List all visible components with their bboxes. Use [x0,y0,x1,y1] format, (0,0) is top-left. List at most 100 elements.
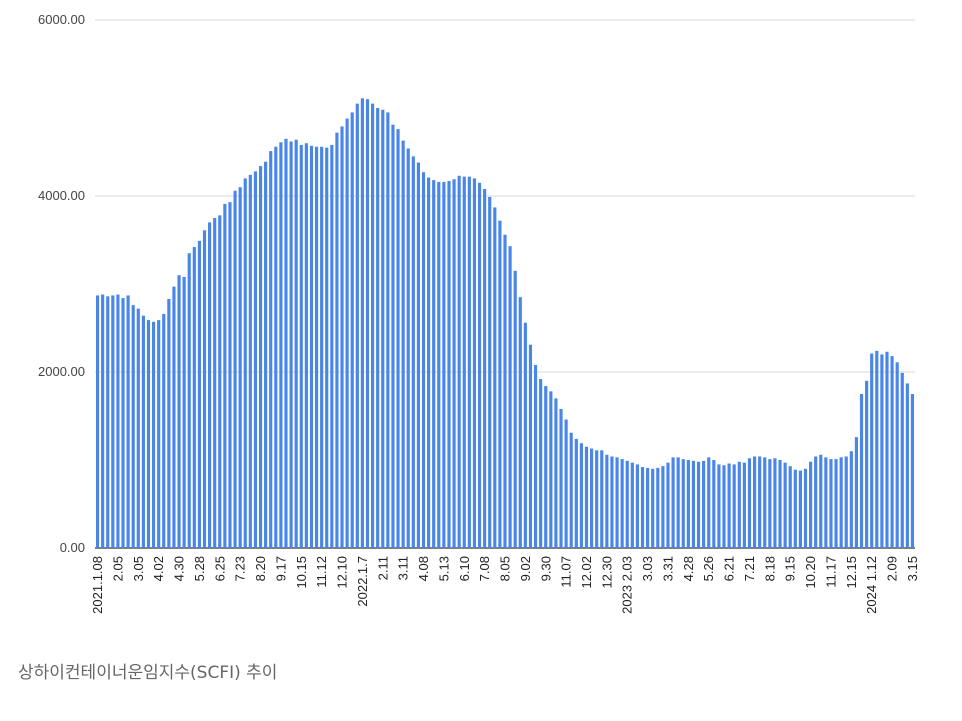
bar [330,144,334,548]
bar [559,408,563,548]
bar [574,438,578,548]
bar [320,146,324,548]
bar [151,321,156,548]
x-tick-label: 4.02 [151,556,166,581]
bar [554,398,558,548]
bar [95,295,100,548]
x-tick-label: 3.31 [660,556,675,581]
bar [274,146,278,548]
x-tick-label: 8.18 [762,556,777,581]
x-tick-label: 10.20 [803,556,818,589]
bar [406,148,410,549]
bar [386,112,390,549]
bar [340,126,344,548]
bar [523,322,527,548]
bar [269,151,273,548]
bar [814,456,818,548]
bar [223,203,227,549]
chart-caption: 상하이컨테이너운임지수(SCFI) 추이 [18,663,278,683]
bar [544,386,548,548]
bar [590,448,594,548]
bar [376,108,380,548]
bar [666,462,670,548]
bar [299,144,303,548]
x-tick-label: 4.30 [172,556,187,581]
bar [630,462,634,548]
bar [890,356,894,548]
bar [335,132,339,548]
bar [493,207,497,548]
bar [742,462,746,548]
bar [549,391,553,548]
bar [849,451,853,548]
bar [691,460,696,548]
bar [197,240,201,548]
bar [569,432,573,548]
bar [167,298,171,548]
bar [722,465,726,548]
bar [605,454,609,548]
bar [661,466,665,548]
bar [488,196,492,548]
x-tick-label: 7.23 [233,556,248,581]
x-tick-label: 5.13 [436,556,451,581]
bar [101,294,105,548]
x-tick-label: 8.20 [253,556,268,581]
y-tick-label: 4000.00 [38,188,85,203]
x-tick-label: 11.12 [314,556,329,588]
bar [732,464,736,548]
bar [146,320,151,548]
bar [289,141,293,548]
bar [401,140,405,548]
bar [640,467,645,548]
x-tick-label: 5.26 [701,556,716,581]
bar [467,176,471,548]
x-tick-label: 6.10 [457,556,472,581]
bar [472,178,477,548]
bar [579,443,583,548]
bar [162,313,166,548]
bar [279,142,283,548]
bar [824,457,828,548]
bar [696,461,701,548]
x-tick-label: 4.28 [681,556,696,581]
bar [427,177,431,548]
bar [610,456,614,548]
bar [880,354,884,548]
bar [121,298,125,548]
x-tick-label: 11.17 [823,556,838,588]
bar [620,459,624,548]
bar [131,305,135,548]
bar [885,351,889,548]
bar [416,162,420,548]
bar [895,362,899,548]
bar [564,419,568,548]
bar [870,353,874,548]
x-axis-tick-labels: 2021.1.08 2.05 3.05 4.02 4.30 5.28 6.25 7.23 8.2… [90,556,920,614]
bar [345,118,349,548]
bar [284,138,288,549]
bar [717,464,721,548]
bar [829,459,833,548]
bar [243,178,247,548]
bar [737,461,741,548]
x-tick-label: 4.08 [416,556,431,581]
bar [111,295,115,548]
bar [248,174,252,548]
x-tick-label: 10.15 [294,556,309,589]
bar [707,457,711,548]
bar [783,462,787,548]
x-tick-label: 2.09 [885,556,900,581]
bar [819,454,823,548]
bar [350,112,354,549]
x-tick-label: 11.07 [559,556,574,588]
bar [839,457,843,548]
bar [600,450,604,548]
bar [747,458,752,548]
x-tick-label: 7.08 [477,556,492,581]
y-tick-label: 0.00 [60,540,85,555]
bar [116,294,120,548]
bar [625,460,629,548]
bar [656,467,660,548]
x-tick-label: 8.05 [498,556,513,581]
